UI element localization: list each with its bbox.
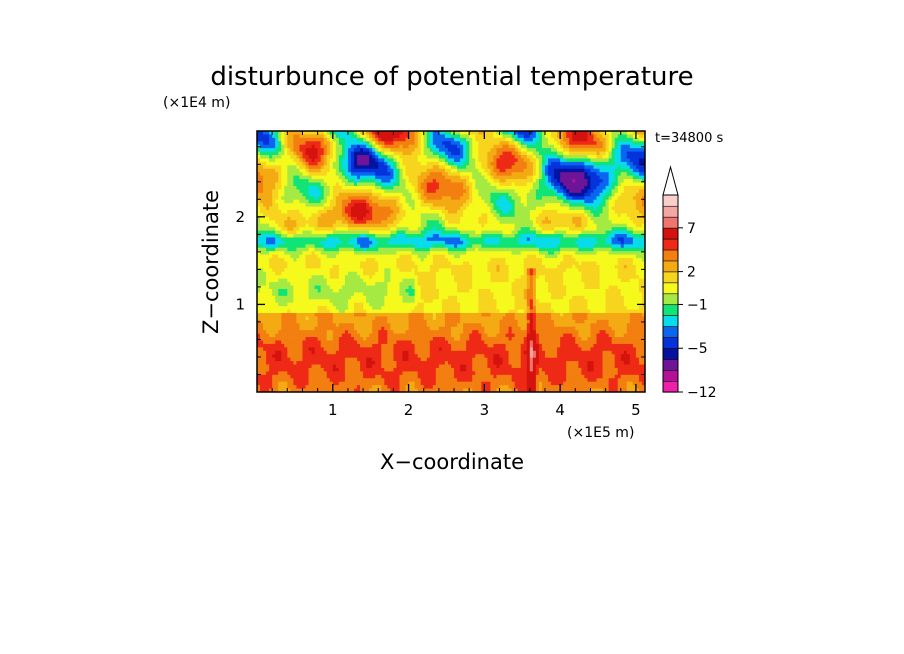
colorbar: −12−5−127 — [662, 165, 717, 401]
colorbar-swatch — [662, 304, 679, 316]
time-label: t=34800 s — [655, 131, 723, 146]
colorbar-swatch — [662, 293, 679, 306]
colorbar-tick-label: −5 — [687, 341, 708, 357]
x-axis-label: X−coordinate — [380, 450, 524, 474]
x-tick-label: 4 — [555, 401, 565, 419]
colorbar-tick-label: 7 — [687, 221, 696, 237]
colorbar-tick-label: 2 — [687, 265, 696, 281]
colorbar-tick-label: −12 — [687, 385, 717, 401]
y-axis-label: Z−coordinate — [199, 190, 223, 334]
colorbar-swatch — [662, 260, 679, 273]
colorbar-swatch — [662, 369, 679, 382]
colorbar-swatch — [662, 205, 679, 218]
y-tick-label: 1 — [235, 295, 245, 313]
y-tick-label: 2 — [235, 208, 245, 226]
colorbar-swatch — [662, 194, 679, 207]
x-tick-label: 1 — [328, 401, 338, 419]
x-axis-ticks: 1 2 3 4 5 — [271, 131, 641, 419]
y-axis-ticks: 12 — [235, 146, 645, 375]
chart-title: disturbunce of potential temperature — [210, 62, 693, 92]
colorbar-frame — [662, 194, 679, 393]
x-tick-label: 3 — [480, 401, 490, 419]
colorbar-swatch — [662, 238, 679, 251]
colorbar-swatch — [662, 358, 679, 371]
colorbar-swatch — [662, 216, 679, 229]
colorbar-swatch — [662, 249, 679, 262]
colorbar-swatch — [662, 336, 679, 349]
x-tick-label: 2 — [404, 401, 414, 419]
colorbar-tick-label: −1 — [687, 297, 708, 313]
colorbar-swatch — [662, 271, 679, 284]
x-tick-label: 5 — [631, 401, 641, 419]
colorbar-swatch — [662, 326, 679, 338]
colorbar-swatch — [662, 315, 679, 327]
plot-frame — [256, 130, 646, 393]
colorbar-swatch — [662, 347, 679, 360]
colorbar-swatch — [662, 282, 679, 295]
y-unit-label: (×1E4 m) — [163, 95, 230, 111]
colorbar-swatch — [662, 380, 679, 393]
contour-field — [257, 131, 645, 392]
colorbar-swatch — [662, 227, 679, 240]
x-unit-label: (×1E5 m) — [567, 425, 634, 441]
colorbar-extend-triangle — [662, 165, 679, 196]
